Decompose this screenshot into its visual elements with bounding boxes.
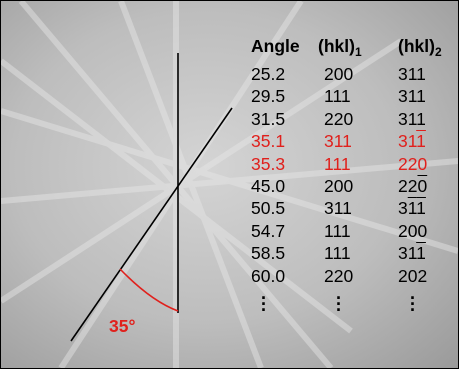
angle-cell: 31.5 <box>251 111 285 129</box>
hkl-cell: 111 <box>324 223 351 241</box>
hkl-digit: 1 <box>334 198 342 218</box>
hkl-digit: 1 <box>332 243 340 263</box>
hkl-digit: 2 <box>417 266 427 286</box>
hkl-digit: 1 <box>342 198 352 218</box>
hkl-digit: 1 <box>341 221 351 241</box>
hkl-digit: 1 <box>416 131 426 151</box>
hkl-digit: 0 <box>343 109 353 129</box>
hkl-digit: 2 <box>324 64 334 84</box>
hkl-digit: 1 <box>332 221 340 241</box>
hkl-digit: 1 <box>408 86 416 106</box>
hkl-cell: 220 <box>324 111 353 129</box>
hkl-digit: 0 <box>334 176 344 196</box>
hkl-digit: 2 <box>324 266 334 286</box>
hkl-digit: 3 <box>398 243 408 263</box>
hkl-cell: 311 <box>324 200 352 218</box>
hkl-cell: 111 <box>324 156 351 174</box>
hkl-digit: 1 <box>408 131 416 151</box>
hkl-digit: 0 <box>343 64 353 84</box>
header-cell: (hkl)2 <box>398 38 442 58</box>
hkl-cell: 311 <box>324 133 352 151</box>
hkl-digit: 0 <box>417 221 427 241</box>
ellipsis: ... <box>261 290 266 308</box>
header-cell: (hkl)1 <box>318 38 362 58</box>
angle-cell: 25.2 <box>251 66 285 84</box>
hkl-digit: 1 <box>341 86 351 106</box>
hkl-digit: 1 <box>341 243 351 263</box>
hkl-digit: 2 <box>398 154 408 174</box>
angle-cell: 58.5 <box>251 245 285 263</box>
hkl-digit: 2 <box>324 176 334 196</box>
hkl-cell: 311 <box>398 66 426 84</box>
hkl-cell: 311 <box>398 111 426 129</box>
hkl-digit: 2 <box>398 221 408 241</box>
hkl-digit: 2 <box>398 176 408 196</box>
hkl-digit: 0 <box>417 154 427 174</box>
angle-cell: 60.0 <box>251 268 285 286</box>
hkl-digit: 0 <box>343 176 353 196</box>
hkl-digit: 0 <box>334 64 344 84</box>
hkl-digit: 1 <box>408 243 416 263</box>
hkl-digit: 2 <box>334 109 344 129</box>
hkl-digit: 3 <box>324 198 334 218</box>
header-subscript: 2 <box>435 45 442 59</box>
hkl-cell: 200 <box>324 178 353 196</box>
hkl-cell: 311 <box>398 88 426 106</box>
hkl-digit: 1 <box>334 131 342 151</box>
hkl-digit: 1 <box>416 109 426 129</box>
hkl-digit: 0 <box>408 221 418 241</box>
angle-cell: 50.5 <box>251 200 285 218</box>
hkl-digit: 1 <box>408 198 416 218</box>
hkl-digit: 2 <box>408 154 418 174</box>
hkl-digit: 0 <box>417 176 427 196</box>
hkl-digit: 1 <box>341 154 351 174</box>
hkl-digit: 1 <box>342 131 352 151</box>
header-subscript: 1 <box>355 45 362 59</box>
hkl-digit: 3 <box>324 131 334 151</box>
hkl-cell: 111 <box>324 88 351 106</box>
ellipsis: ... <box>336 290 341 308</box>
hkl-digit: 3 <box>398 198 408 218</box>
hkl-cell: 111 <box>324 245 351 263</box>
angle-cell: 35.1 <box>251 133 285 151</box>
hkl-digit: 1 <box>416 243 426 263</box>
hkl-digit: 2 <box>398 266 408 286</box>
hkl-digit: 0 <box>343 266 353 286</box>
hkl-digit: 1 <box>416 86 426 106</box>
angle-cell: 54.7 <box>251 223 285 241</box>
hkl-digit: 3 <box>398 109 408 129</box>
hkl-cell: 200 <box>324 66 353 84</box>
angle-cell: 45.0 <box>251 178 285 196</box>
hkl-digit: 3 <box>398 131 408 151</box>
ellipsis: ... <box>410 290 415 308</box>
hkl-digit: 1 <box>416 64 426 84</box>
hkl-cell: 311 <box>398 200 426 218</box>
hkl-digit: 1 <box>332 86 340 106</box>
header-cell: Angle <box>251 38 300 56</box>
hkl-digit: 2 <box>408 176 418 196</box>
angle-cell: 35.3 <box>251 156 285 174</box>
angle-cell: 29.5 <box>251 88 285 106</box>
hkl-digit: 1 <box>416 198 426 218</box>
header-text: (hkl) <box>398 36 435 56</box>
hkl-digit: 1 <box>408 64 416 84</box>
hkl-digit: 3 <box>398 86 408 106</box>
hkl-cell: 311 <box>398 133 426 151</box>
header-text: (hkl) <box>318 36 355 56</box>
hkl-digit: 1 <box>332 154 340 174</box>
hkl-cell: 311 <box>398 245 426 263</box>
hkl-cell: 220 <box>398 156 427 174</box>
table: Angle(hkl)1(hkl)225.220031129.511131131.… <box>1 1 458 368</box>
hkl-cell: 220 <box>398 178 427 196</box>
hkl-digit: 3 <box>398 64 408 84</box>
hkl-digit: 1 <box>408 109 416 129</box>
hkl-cell: 200 <box>398 223 427 241</box>
figure: 35° Angle(hkl)1(hkl)225.220031129.511131… <box>0 0 459 369</box>
hkl-digit: 2 <box>324 109 334 129</box>
